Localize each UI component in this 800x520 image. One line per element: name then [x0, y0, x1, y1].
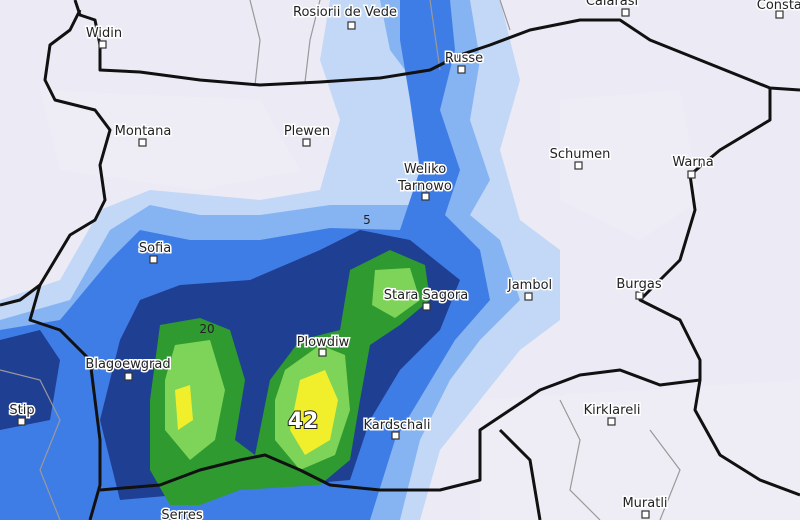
- precip-yellow: [175, 370, 338, 455]
- max-value-label: 42: [288, 409, 319, 434]
- place-label: Stara Sagora: [384, 288, 469, 303]
- inner-borders: [0, 0, 681, 520]
- place-label: Stip: [9, 403, 34, 418]
- place-label: Plowdiw: [297, 335, 350, 350]
- place-label: Constanta: [757, 0, 800, 13]
- place-label: Sofia: [139, 241, 171, 256]
- contour-label: 20: [199, 322, 214, 336]
- place-label: Jambol: [507, 278, 552, 293]
- place-label: Plewen: [284, 124, 330, 139]
- place-label: Schumen: [550, 147, 611, 162]
- place-label: Rosiorii de Vede: [293, 5, 397, 20]
- city-markers: [17, 8, 784, 519]
- precip-lightgreen: [165, 268, 420, 470]
- place-label: Russe: [445, 51, 483, 66]
- place-label: Tarnowo: [397, 179, 452, 194]
- place-label: Calarasi: [586, 0, 638, 9]
- place-label: Burgas: [616, 277, 661, 292]
- place-label: Kardschali: [364, 418, 431, 433]
- place-label: Warna: [672, 155, 713, 170]
- place-label: Kirklareli: [584, 403, 641, 418]
- place-label: Blagoewgrad: [85, 357, 170, 372]
- place-label: Serres: [161, 508, 202, 520]
- place-label: Montana: [115, 124, 172, 139]
- place-label: Weliko: [404, 162, 446, 177]
- place-label: Widin: [86, 26, 122, 41]
- place-label: Muratli: [622, 496, 667, 511]
- dry-area: [40, 90, 800, 520]
- contour-label: 5: [363, 213, 371, 227]
